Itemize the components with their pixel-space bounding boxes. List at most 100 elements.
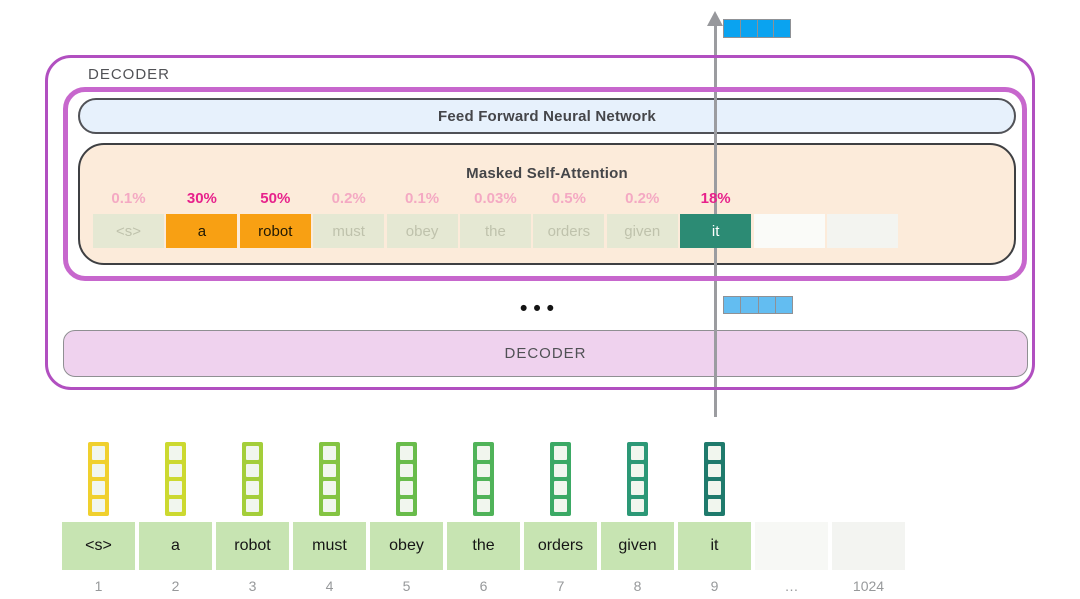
vector-cell <box>246 498 259 512</box>
vector-cell <box>741 297 759 313</box>
input-token-cell: obey <box>370 522 443 570</box>
attention-token-cell: the <box>459 214 531 248</box>
input-column: … <box>755 442 828 594</box>
embedding-vector <box>473 442 494 516</box>
decoder-bar-label: DECODER <box>504 345 587 362</box>
embedding-vector <box>396 442 417 516</box>
vector-cell <box>774 20 790 37</box>
attention-score <box>827 190 898 207</box>
attention-token-cell: must <box>313 214 385 248</box>
vector-cell <box>169 463 182 477</box>
vector-cell <box>323 463 336 477</box>
vector-cell <box>246 446 259 460</box>
vector-cell <box>477 446 490 460</box>
decoder-bar: DECODER <box>63 330 1028 377</box>
masked-self-attention-title: Masked Self-Attention <box>466 165 628 182</box>
ellipsis-dots: ••• <box>519 297 561 320</box>
embedding-vector <box>319 442 340 516</box>
attention-score: 0.1% <box>111 190 146 207</box>
input-token-cell: a <box>139 522 212 570</box>
input-tokens-section: <s> 1 a 2 robot 3 must 4 obey 5 the 6 orders 7 given 8 i… <box>62 442 905 594</box>
vector-cell <box>323 498 336 512</box>
decoder-outer-box: DECODER <box>45 55 1035 390</box>
position-label: 6 <box>479 578 488 594</box>
attention-score: 0.2% <box>625 190 660 207</box>
attention-score: 0.1% <box>404 190 440 207</box>
input-token-cell: given <box>601 522 674 570</box>
attention-token-cell <box>753 214 825 248</box>
vector-cell <box>246 463 259 477</box>
input-column: robot 3 <box>216 442 289 594</box>
vector-cell <box>554 463 567 477</box>
vector-cell <box>169 446 182 460</box>
vector-cell <box>400 446 413 460</box>
position-label: 4 <box>325 578 334 594</box>
vector-cell <box>400 463 413 477</box>
vector-cell <box>92 481 105 495</box>
attention-token-cell: a <box>166 214 238 248</box>
vector-cell <box>554 446 567 460</box>
vector-cell <box>169 498 182 512</box>
input-column: orders 7 <box>524 442 597 594</box>
embedding-vector <box>627 442 648 516</box>
vector-cell <box>741 20 758 37</box>
vector-cell <box>400 481 413 495</box>
vector-cell <box>323 481 336 495</box>
attention-token-cell: given <box>606 214 678 248</box>
attention-score: 30% <box>186 190 217 207</box>
vector-cell <box>92 498 105 512</box>
attention-score: 50% <box>260 190 291 207</box>
attention-token-cell: it <box>680 214 752 248</box>
input-token-cell <box>832 522 905 570</box>
vector-cell <box>169 481 182 495</box>
position-label: 7 <box>556 578 565 594</box>
attention-score: 0.5% <box>551 190 586 207</box>
vector-cell <box>477 498 490 512</box>
input-token-cell <box>755 522 828 570</box>
vector-cell <box>477 481 490 495</box>
attention-token-cell: robot <box>239 214 311 248</box>
input-column: the 6 <box>447 442 520 594</box>
input-token-cell: the <box>447 522 520 570</box>
decoder-layer-box <box>63 87 1027 281</box>
vector-cell <box>631 481 644 495</box>
vector-cell <box>554 481 567 495</box>
embedding-vector <box>165 442 186 516</box>
vector-cell <box>708 498 721 512</box>
vector-cell <box>554 498 567 512</box>
attention-score: 0.03% <box>474 190 517 207</box>
vector-cell <box>708 446 721 460</box>
attention-scores-row: 0.1% 30% 50% 0.2% 0.1% 0.03% 0.5% 0.2% 18% <box>93 190 898 207</box>
vector-cell <box>724 20 741 37</box>
input-column: it 9 <box>678 442 751 594</box>
embedding-vector <box>550 442 571 516</box>
input-column: must 4 <box>293 442 366 594</box>
input-column: 1024 <box>832 442 905 594</box>
vector-cell <box>708 463 721 477</box>
position-label: 2 <box>171 578 180 594</box>
attention-score <box>754 190 825 207</box>
attention-score: 18% <box>700 190 731 207</box>
feed-forward-bar: Feed Forward Neural Network <box>78 98 1016 134</box>
decoder-box-label: DECODER <box>88 66 171 83</box>
vector-cell <box>776 297 792 313</box>
input-column: obey 5 <box>370 442 443 594</box>
vector-cell <box>708 481 721 495</box>
vector-cell <box>92 463 105 477</box>
position-label: 1024 <box>852 578 885 594</box>
vector-cell <box>631 463 644 477</box>
vector-cell <box>631 498 644 512</box>
embedding-vector <box>704 442 725 516</box>
output-arrow-head-icon <box>707 11 723 26</box>
input-column: given 8 <box>601 442 674 594</box>
position-label: 3 <box>248 578 257 594</box>
position-label: 5 <box>402 578 411 594</box>
attention-token-cell: <s> <box>93 214 164 248</box>
vector-cell <box>724 297 742 313</box>
attention-token-cell: orders <box>533 214 605 248</box>
vector-cell <box>246 481 259 495</box>
attention-token-cell: obey <box>386 214 458 248</box>
position-label: 9 <box>710 578 719 594</box>
